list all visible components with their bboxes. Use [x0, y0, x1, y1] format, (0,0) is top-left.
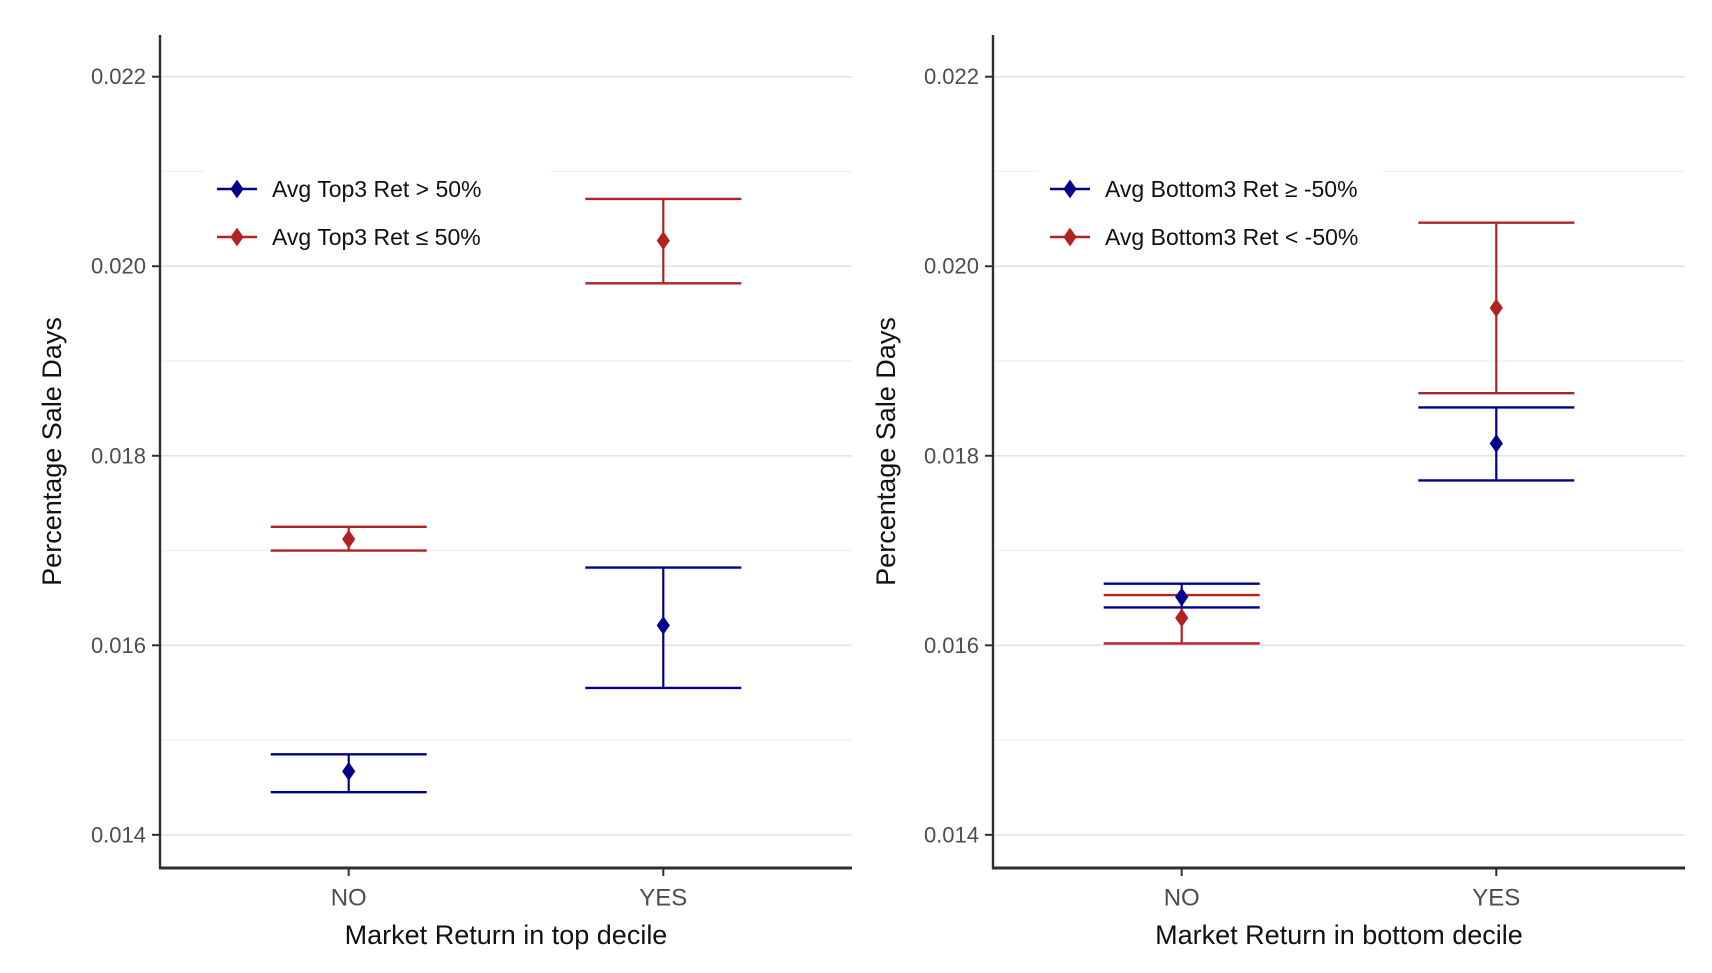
y-tick-label: 0.016 [924, 633, 979, 658]
point-diamond [656, 616, 670, 635]
legend-symbol-diamond [230, 179, 244, 199]
y-tick-label: 0.018 [91, 443, 146, 468]
legend-background [205, 160, 550, 264]
x-tick-label: NO [331, 885, 367, 912]
y-tick-label: 0.022 [91, 64, 146, 89]
y-tick-label: 0.016 [91, 633, 146, 658]
point-diamond [1489, 434, 1503, 453]
legend-symbol-diamond [1063, 227, 1077, 247]
point-diamond [342, 761, 356, 781]
legend-symbol-diamond [1063, 179, 1077, 199]
legend-label: Avg Bottom3 Ret ≥ -50% [1105, 176, 1358, 202]
x-tick-label: NO [1164, 885, 1200, 912]
y-tick-label: 0.014 [924, 822, 979, 847]
y-tick-label: 0.020 [924, 254, 979, 279]
legend-background [1038, 160, 1383, 264]
x-axis-title: Market Return in bottom decile [1155, 920, 1523, 950]
y-tick-label: 0.014 [91, 822, 146, 847]
legend-label: Avg Top3 Ret ≤ 50% [272, 224, 481, 250]
x-tick-label: YES [1472, 885, 1520, 912]
point-diamond [342, 529, 356, 549]
y-axis-title: Percentage Sale Days [37, 317, 67, 586]
legend-label: Avg Top3 Ret > 50% [272, 176, 482, 202]
y-tick-label: 0.022 [924, 64, 979, 89]
x-axis-title: Market Return in top decile [345, 920, 668, 950]
legend-label: Avg Bottom3 Ret < -50% [1105, 224, 1358, 250]
legend-symbol-diamond [230, 227, 244, 247]
point-diamond [656, 231, 670, 251]
x-tick-label: YES [639, 885, 687, 912]
point-diamond [1175, 608, 1189, 628]
point-diamond [1175, 587, 1189, 607]
y-tick-label: 0.020 [91, 254, 146, 279]
point-diamond [1489, 298, 1503, 318]
y-axis-title: Percentage Sale Days [871, 317, 901, 586]
y-tick-label: 0.018 [924, 443, 979, 468]
